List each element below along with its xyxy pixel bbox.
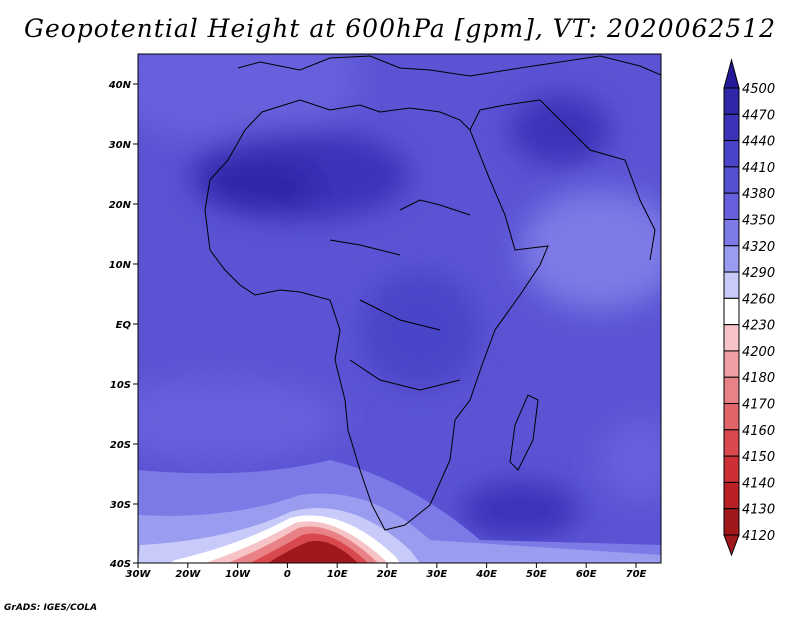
lat-tick-label: 20S: [110, 440, 131, 451]
colorbar-swatch: [723, 218, 740, 247]
colorbar-label: 4320: [742, 240, 775, 255]
lon-tick-label: 0: [284, 569, 291, 580]
colorbar-swatch: [723, 140, 740, 168]
colorbar-label: 4500: [742, 82, 775, 97]
lat-axis: 40N 30N 20N 10N EQ 10S 20S 30S 40S: [108, 80, 138, 570]
lon-tick-label: 30E: [426, 569, 447, 580]
colorbar-swatch: [723, 429, 740, 457]
colorbar-swatch: [723, 297, 740, 326]
lon-tick-label: 40E: [475, 569, 497, 580]
lat-tick-label: 20N: [109, 200, 132, 211]
colorbar-label: 4140: [742, 476, 775, 491]
colorbar-label: 4260: [742, 292, 775, 307]
europe-coast: [237, 55, 661, 77]
colorbar-label: 4350: [742, 213, 775, 228]
lat-tick-label: 30S: [110, 500, 131, 511]
colorbar-swatch: [723, 455, 740, 483]
colorbar: 4500 4470 4440 4410 4380 4350 4320 4290 4260 4230…: [723, 58, 775, 557]
colorbar-swatch: [723, 192, 740, 220]
lon-tick-label: 20E: [377, 569, 398, 580]
colorbar-swatch: [723, 350, 740, 378]
colorbar-swatch: [723, 113, 740, 142]
colorbar-swatch: [723, 245, 740, 273]
coastlines: [204, 55, 661, 531]
colorbar-swatch: [723, 376, 740, 405]
colorbar-swatch: [723, 508, 740, 536]
plot-frame: [137, 53, 662, 564]
lat-tick-label: 10N: [109, 260, 132, 271]
lat-tick-label: EQ: [116, 320, 132, 331]
colorbar-top-arrow: [723, 58, 740, 89]
lon-tick-label: 10W: [225, 569, 251, 580]
lat-tick-label: 40N: [108, 80, 132, 91]
colorbar-swatch: [723, 481, 740, 510]
colorbar-label: 4130: [742, 503, 775, 518]
colorbar-label: 4160: [742, 424, 775, 439]
colorbar-label: 4150: [742, 450, 775, 465]
colorbar-swatch: [723, 324, 740, 352]
colorbar-swatch: [723, 87, 740, 115]
africa-coast: [204, 99, 549, 531]
country-borders: [329, 199, 471, 391]
colorbar-label: 4200: [742, 345, 775, 360]
lon-tick-label: 50E: [526, 569, 547, 580]
lon-axis: 30W 20W 10W 0 10E 20E 30E 40E 50E 60E 70E: [126, 563, 647, 580]
colorbar-label: 4290: [742, 266, 775, 281]
lon-tick-label: 20W: [175, 569, 201, 580]
lon-tick-label: 70E: [626, 569, 647, 580]
lat-tick-label: 40S: [109, 559, 131, 570]
chart-title: Geopotential Height at 600hPa [gpm], VT:…: [23, 14, 777, 43]
colorbar-label: 4180: [742, 371, 775, 386]
lon-tick-label: 60E: [576, 569, 597, 580]
lon-tick-label: 30W: [126, 569, 152, 580]
arabia-coast: [469, 99, 656, 261]
colorbar-bottom-arrow: [723, 534, 740, 557]
colorbar-swatch: [723, 271, 740, 299]
grads-credit: GrADS: IGES/COLA: [4, 603, 98, 613]
colorbar-label: 4440: [742, 135, 775, 150]
height-field: [138, 54, 661, 563]
madagascar-coast: [509, 394, 539, 471]
colorbar-label: 4120: [742, 529, 775, 544]
lat-tick-label: 30N: [109, 140, 132, 151]
colorbar-label: 4230: [742, 319, 775, 334]
colorbar-swatch: [723, 166, 740, 194]
colorbar-label: 4170: [742, 398, 775, 413]
colorbar-swatch: [723, 403, 740, 431]
colorbar-label: 4380: [742, 187, 775, 202]
colorbar-label: 4410: [742, 161, 775, 176]
colorbar-label: 4470: [742, 108, 775, 123]
lat-tick-label: 10S: [110, 380, 131, 391]
lon-tick-label: 10E: [327, 569, 348, 580]
